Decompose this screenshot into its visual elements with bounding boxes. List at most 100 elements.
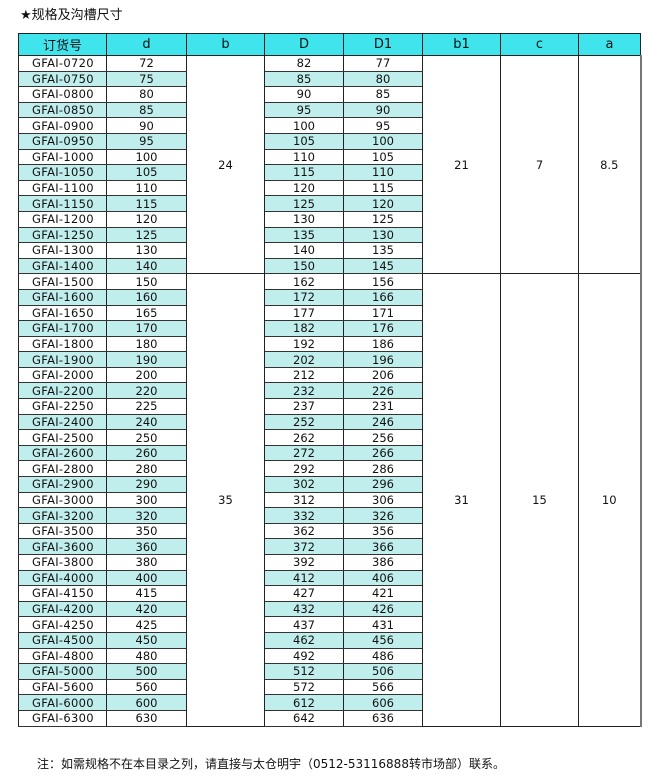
cell-D1: 266	[343, 445, 423, 462]
cell-D: 212	[264, 367, 344, 384]
table-row: GFAI-2600 260 272 266	[18, 445, 641, 462]
cell-D1: 386	[343, 554, 423, 571]
cell-order-no: GFAI-4800	[18, 648, 107, 665]
table-row: GFAI-1300 130 140 135	[18, 242, 641, 259]
table-row: GFAI-0850 85 95 90	[18, 102, 641, 119]
table-row: GFAI-4250 425 437 431	[18, 616, 641, 633]
table-row: GFAI-5000 500 512 506	[18, 663, 641, 680]
cell-D: 85	[264, 71, 344, 88]
cell-order-no: GFAI-5600	[18, 679, 107, 696]
cell-D: 302	[264, 476, 344, 493]
cell-d: 400	[106, 570, 187, 587]
cell-D: 612	[264, 694, 344, 711]
cell-order-no: GFAI-1800	[18, 336, 107, 353]
cell-D1: 231	[343, 398, 423, 415]
cell-order-no: GFAI-0750	[18, 71, 107, 88]
cell-order-no: GFAI-1150	[18, 195, 107, 212]
cell-d: 105	[106, 164, 187, 181]
table-row: GFAI-4000 400 412 406	[18, 570, 641, 587]
cell-d: 560	[106, 679, 187, 696]
cell-D1: 636	[343, 710, 423, 727]
table-row: GFAI-1700 170 182 176	[18, 320, 641, 337]
table-row: GFAI-3500 350 362 356	[18, 523, 641, 540]
cell-D: 262	[264, 429, 344, 446]
cell-d: 190	[106, 351, 187, 368]
table-row: GFAI-3600 360 372 366	[18, 538, 641, 555]
table-row: GFAI-1050 105 115 110	[18, 164, 641, 181]
cell-D: 140	[264, 242, 344, 259]
cell-d: 100	[106, 149, 187, 166]
cell-c: 7	[500, 55, 579, 275]
cell-order-no: GFAI-4500	[18, 632, 107, 649]
cell-D: 125	[264, 195, 344, 212]
cell-order-no: GFAI-6300	[18, 710, 107, 727]
cell-D1: 110	[343, 164, 423, 181]
cell-D: 100	[264, 117, 344, 134]
cell-d: 415	[106, 585, 187, 602]
cell-d: 300	[106, 492, 187, 509]
cell-order-no: GFAI-1200	[18, 211, 107, 228]
cell-D1: 120	[343, 195, 423, 212]
table-row: GFAI-6000 600 612 606	[18, 694, 641, 711]
cell-D1: 286	[343, 460, 423, 478]
cell-D: 130	[264, 211, 344, 228]
header-b: b	[186, 33, 265, 56]
footnote: 注：如需规格不在本目录之列，请直接与太仓明宇（0512-53116888转市场部…	[37, 757, 505, 771]
table-row: GFAI-4800 480 492 486	[18, 648, 641, 665]
table-row: GFAI-2900 290 302 296	[18, 476, 641, 493]
cell-D1: 486	[343, 648, 423, 665]
cell-D1: 366	[343, 538, 423, 555]
cell-D1: 125	[343, 211, 423, 228]
cell-D1: 115	[343, 180, 423, 197]
cell-d: 225	[106, 398, 187, 415]
cell-d: 115	[106, 195, 187, 212]
cell-d: 90	[106, 117, 187, 134]
cell-D1: 566	[343, 679, 423, 696]
cell-D: 427	[264, 585, 344, 602]
cell-order-no: GFAI-1500	[18, 273, 107, 290]
cell-D: 232	[264, 382, 344, 400]
cell-D: 110	[264, 149, 344, 166]
cell-order-no: GFAI-2600	[18, 445, 107, 462]
cell-D1: 90	[343, 102, 423, 119]
cell-D: 172	[264, 289, 344, 306]
table-row: GFAI-4500 450 462 456	[18, 632, 641, 649]
cell-order-no: GFAI-2400	[18, 414, 107, 431]
cell-d: 480	[106, 648, 187, 665]
cell-D: 362	[264, 523, 344, 540]
cell-D1: 95	[343, 117, 423, 134]
cell-D: 177	[264, 305, 344, 322]
cell-D1: 296	[343, 476, 423, 493]
table-row: GFAI-2000 200 212 206	[18, 367, 641, 384]
cell-d: 130	[106, 242, 187, 259]
cell-order-no: GFAI-0720	[18, 55, 107, 72]
cell-b1: 31	[422, 273, 501, 727]
cell-D1: 100	[343, 133, 423, 150]
cell-d: 290	[106, 476, 187, 493]
cell-D: 237	[264, 398, 344, 415]
cell-D: 90	[264, 86, 344, 103]
cell-D1: 77	[343, 55, 423, 72]
cell-D: 115	[264, 164, 344, 181]
cell-d: 150	[106, 273, 187, 290]
section-title: ★规格及沟槽尺寸	[20, 8, 123, 23]
cell-order-no: GFAI-6000	[18, 694, 107, 711]
table-row: GFAI-0720 72 24 82 77 21 7 8.5	[18, 55, 642, 275]
cell-D1: 171	[343, 305, 423, 322]
cell-order-no: GFAI-5000	[18, 663, 107, 680]
table-row: GFAI-1650 165 177 171	[18, 305, 641, 322]
cell-order-no: GFAI-2800	[18, 460, 107, 478]
cell-D1: 256	[343, 429, 423, 446]
cell-D1: 406	[343, 570, 423, 587]
cell-D1: 246	[343, 414, 423, 431]
cell-d: 420	[106, 601, 187, 618]
cell-order-no: GFAI-1000	[18, 149, 107, 166]
cell-D: 162	[264, 273, 344, 290]
cell-D: 332	[264, 507, 344, 524]
cell-d: 160	[106, 289, 187, 306]
cell-order-no: GFAI-3600	[18, 538, 107, 555]
table-row: GFAI-3200 320 332 326	[18, 507, 641, 524]
cell-D1: 306	[343, 492, 423, 509]
table-row: GFAI-1800 180 192 186	[18, 336, 641, 353]
header-d: d	[106, 33, 187, 56]
